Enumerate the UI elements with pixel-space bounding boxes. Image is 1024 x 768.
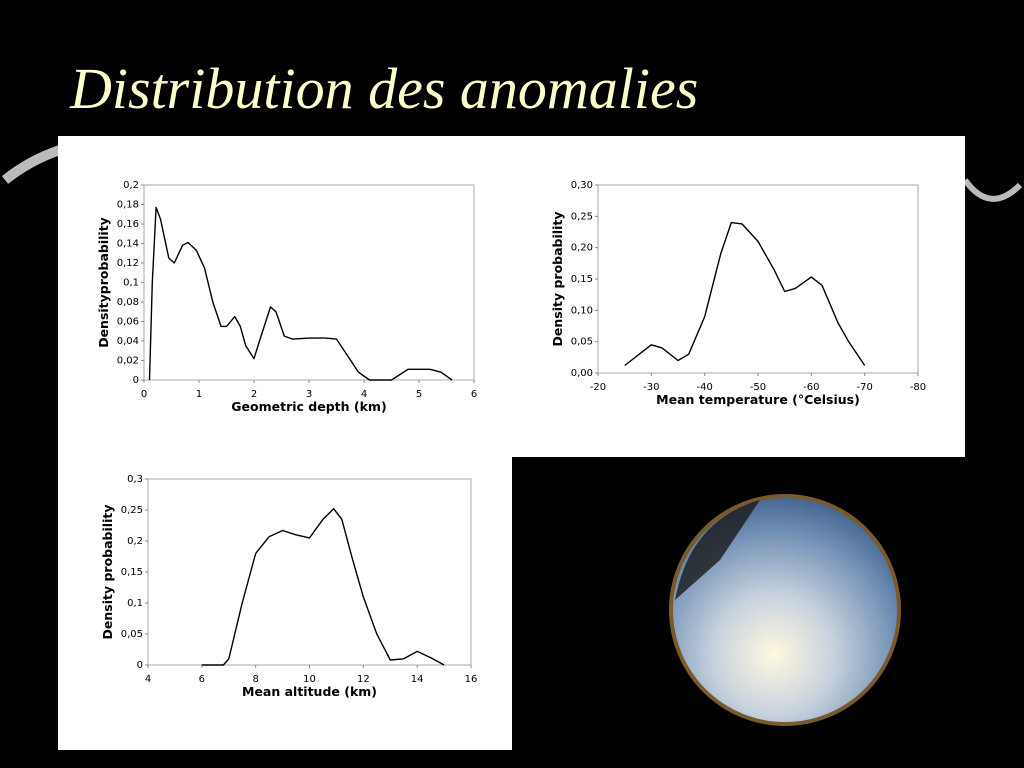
y-tick-label: 0,06: [117, 317, 139, 328]
y-tick-label: 0,12: [117, 258, 139, 269]
x-tick-label: 2: [251, 389, 257, 400]
x-tick-label: 1: [196, 389, 202, 400]
y-tick-label: 0,15: [121, 567, 143, 578]
y-tick-label: 0,1: [123, 278, 139, 289]
x-tick-label: 0: [141, 389, 147, 400]
x-tick-label: -60: [803, 382, 819, 393]
x-tick-label: 3: [306, 389, 312, 400]
x-tick-label: 12: [357, 674, 370, 685]
y-axis-title: Density probability: [100, 505, 115, 640]
y-tick-label: 0,05: [571, 337, 593, 348]
chart-panel: [58, 136, 965, 457]
x-tick-label: -40: [696, 382, 712, 393]
x-tick-label: -70: [856, 382, 872, 393]
y-tick-label: 0,18: [117, 200, 139, 211]
y-tick-label: 0,15: [571, 274, 593, 285]
y-tick-label: 0,25: [121, 505, 143, 516]
tree-silhouette: [675, 500, 760, 600]
x-axis-title: Mean altitude (km): [242, 684, 377, 699]
density-curve: [148, 206, 453, 381]
x-tick-label: 6: [199, 674, 205, 685]
y-tick-label: 0: [137, 660, 143, 671]
y-axis-title: Density probability: [550, 212, 565, 347]
y-tick-label: 0,05: [121, 629, 143, 640]
x-tick-label: 6: [471, 389, 477, 400]
y-tick-label: 0,04: [117, 336, 139, 347]
y-tick-label: 0,10: [571, 305, 593, 316]
x-tick-label: 10: [303, 674, 316, 685]
x-tick-label: 16: [465, 674, 478, 685]
y-tick-label: 0,1: [127, 598, 143, 609]
y-tick-label: 0,00: [571, 368, 593, 379]
y-tick-label: 0,14: [117, 239, 139, 250]
y-tick-label: 0,3: [127, 474, 143, 485]
y-tick-label: 0,2: [123, 180, 139, 191]
decoration: [962, 178, 1023, 202]
fisheye-photo: [673, 498, 897, 722]
density-curve: [624, 221, 866, 367]
y-tick-label: 0,02: [117, 356, 139, 367]
y-tick-label: 0,20: [571, 243, 593, 254]
x-tick-label: 8: [252, 674, 258, 685]
y-axis-title: Densityprobability: [96, 217, 111, 348]
x-tick-label: 4: [361, 389, 367, 400]
y-tick-label: 0,25: [571, 211, 593, 222]
slide-title: Distribution des anomalies: [69, 56, 698, 121]
y-tick-label: 0,16: [117, 219, 139, 230]
x-tick-label: -50: [750, 382, 766, 393]
density-curve: [201, 508, 445, 666]
x-axis-title: Mean temperature (°Celsius): [656, 392, 860, 407]
x-tick-label: -20: [590, 382, 606, 393]
y-tick-label: 0: [133, 375, 139, 386]
y-tick-label: 0,08: [117, 297, 139, 308]
x-tick-label: -80: [910, 382, 926, 393]
x-tick-label: -30: [643, 382, 659, 393]
x-axis-title: Geometric depth (km): [231, 399, 386, 414]
x-tick-label: 5: [416, 389, 422, 400]
y-tick-label: 0,2: [127, 536, 143, 547]
x-tick-label: 14: [411, 674, 424, 685]
x-tick-label: 4: [145, 674, 151, 685]
decoration: [1, 145, 62, 184]
charts: 00,020,040,060,080,10,120,140,160,180,20…: [96, 180, 926, 699]
chart-panel: [58, 457, 512, 750]
y-tick-label: 0,30: [571, 180, 593, 191]
